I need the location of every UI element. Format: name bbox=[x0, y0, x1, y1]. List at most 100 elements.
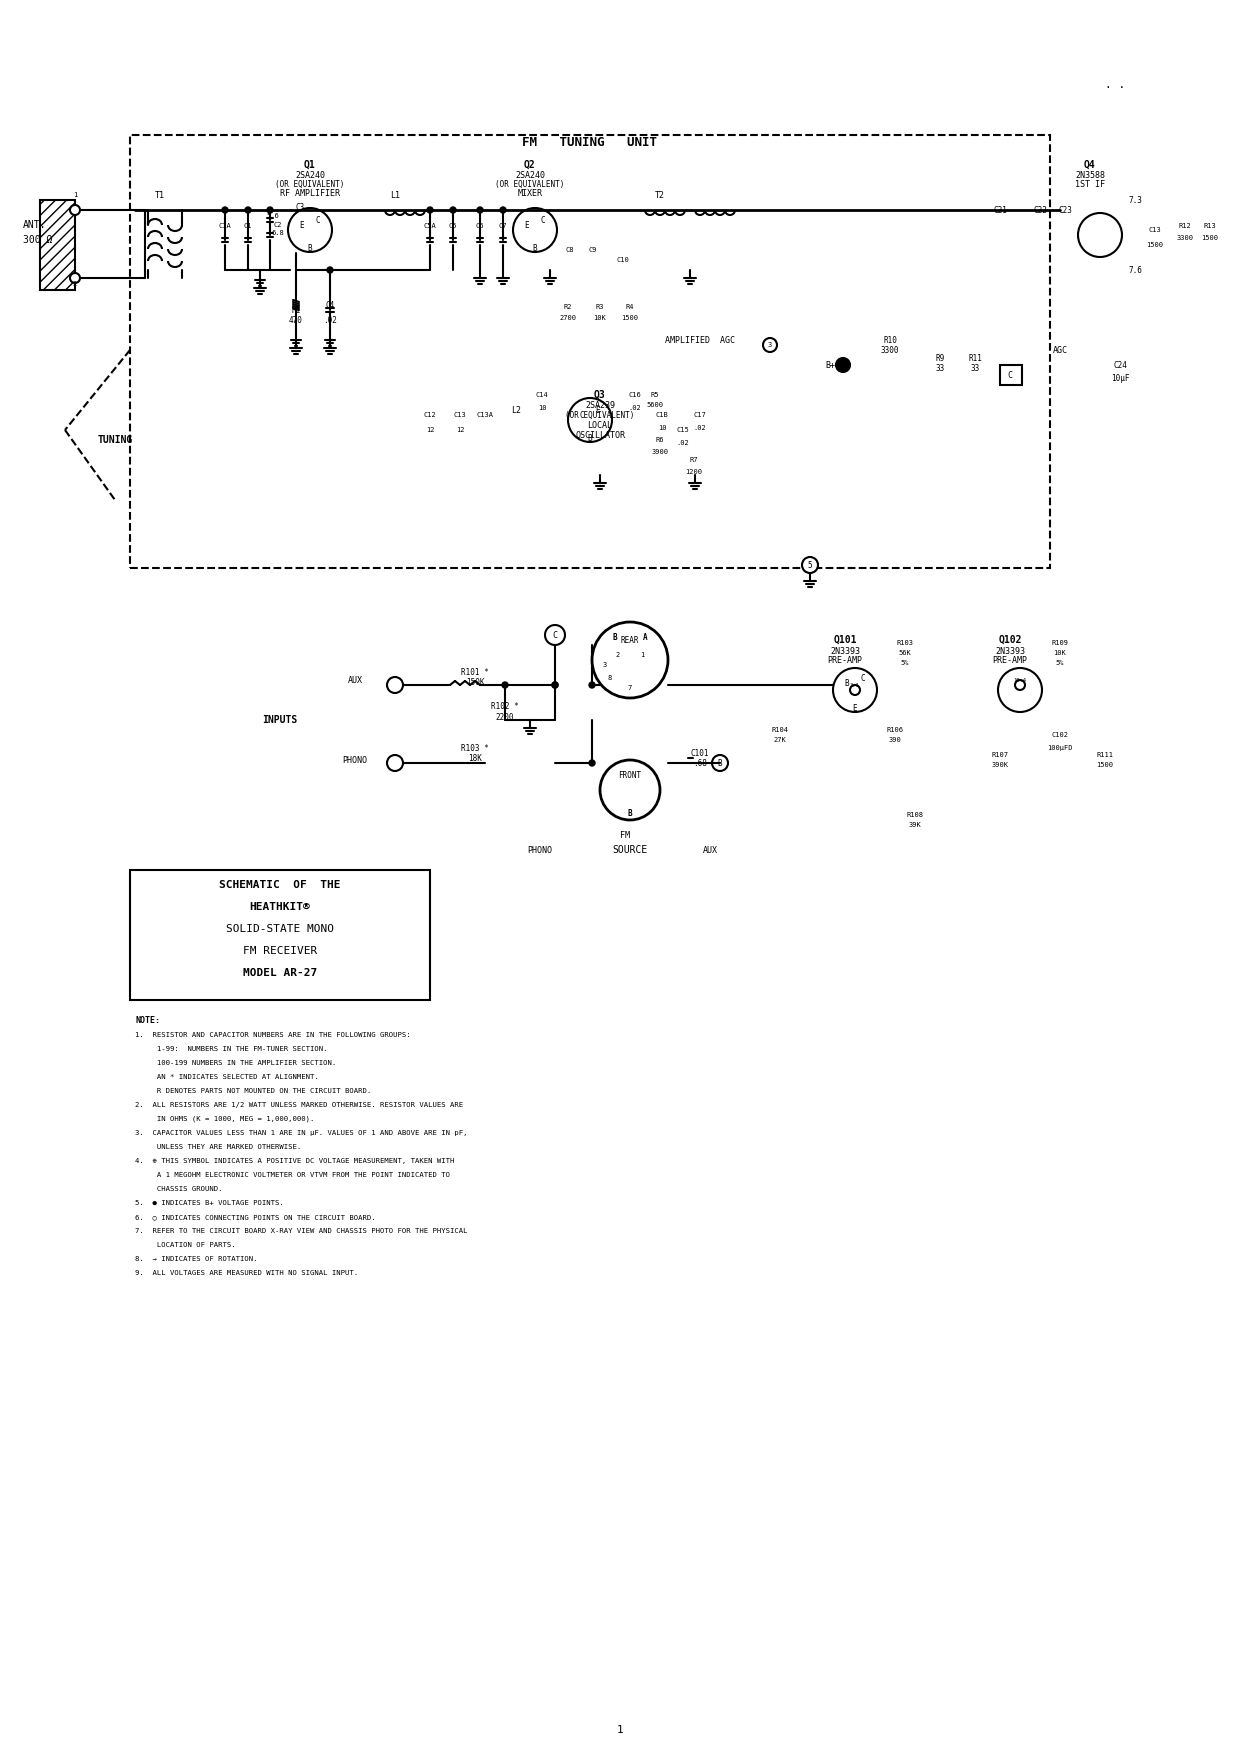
Text: R13: R13 bbox=[1204, 223, 1216, 228]
Text: 2.  ALL RESISTORS ARE 1/2 WATT UNLESS MARKED OTHERWISE. RESISTOR VALUES ARE: 2. ALL RESISTORS ARE 1/2 WATT UNLESS MAR… bbox=[135, 1102, 463, 1107]
Text: C7: C7 bbox=[498, 223, 507, 228]
Text: 2N3393: 2N3393 bbox=[830, 646, 861, 656]
Text: Q2: Q2 bbox=[525, 160, 536, 170]
Text: OSCILLATOR: OSCILLATOR bbox=[575, 430, 625, 439]
Circle shape bbox=[802, 556, 818, 572]
Text: FM RECEIVER: FM RECEIVER bbox=[243, 946, 317, 956]
Text: (OR EQUIVALENT): (OR EQUIVALENT) bbox=[495, 179, 564, 188]
Text: 150K: 150K bbox=[466, 677, 485, 686]
Text: 10K: 10K bbox=[1054, 649, 1066, 656]
Text: LOCAL: LOCAL bbox=[588, 421, 613, 430]
Text: FM: FM bbox=[620, 830, 630, 839]
Text: MODEL AR-27: MODEL AR-27 bbox=[243, 969, 317, 978]
Text: A 1 MEGOHM ELECTRONIC VOLTMETER OR VTVM FROM THE POINT INDICATED TO: A 1 MEGOHM ELECTRONIC VOLTMETER OR VTVM … bbox=[135, 1172, 450, 1178]
Text: 1-99:  NUMBERS IN THE FM-TUNER SECTION.: 1-99: NUMBERS IN THE FM-TUNER SECTION. bbox=[135, 1046, 327, 1051]
Bar bbox=[40, 200, 74, 290]
Text: C4: C4 bbox=[325, 300, 335, 309]
Text: R111: R111 bbox=[1096, 751, 1114, 758]
Text: 6.  ○ INDICATES CONNECTING POINTS ON THE CIRCUIT BOARD.: 6. ○ INDICATES CONNECTING POINTS ON THE … bbox=[135, 1214, 376, 1220]
Text: C24: C24 bbox=[1114, 360, 1127, 370]
Text: 12: 12 bbox=[456, 426, 464, 433]
Circle shape bbox=[222, 207, 228, 212]
Text: 56K: 56K bbox=[899, 649, 911, 656]
Circle shape bbox=[552, 683, 558, 688]
Text: 3900: 3900 bbox=[651, 449, 668, 455]
Text: R106: R106 bbox=[887, 727, 904, 734]
Text: REAR: REAR bbox=[621, 635, 640, 644]
Text: 2SA239: 2SA239 bbox=[585, 400, 615, 409]
Text: 10: 10 bbox=[538, 405, 547, 411]
Circle shape bbox=[427, 207, 433, 212]
Text: R109: R109 bbox=[1052, 641, 1069, 646]
Text: 3.1: 3.1 bbox=[851, 683, 859, 688]
Text: C6: C6 bbox=[476, 223, 485, 228]
Text: L1: L1 bbox=[391, 191, 401, 200]
Text: E: E bbox=[595, 405, 600, 414]
Text: 1: 1 bbox=[640, 653, 644, 658]
Text: R101 *: R101 * bbox=[461, 667, 489, 676]
Text: C17: C17 bbox=[693, 412, 707, 418]
Text: 7: 7 bbox=[627, 684, 632, 691]
Text: 7.  REFER TO THE CIRCUIT BOARD X-RAY VIEW AND CHASSIS PHOTO FOR THE PHYSICAL: 7. REFER TO THE CIRCUIT BOARD X-RAY VIEW… bbox=[135, 1228, 467, 1234]
Text: R12: R12 bbox=[1179, 223, 1192, 228]
Text: 3: 3 bbox=[768, 342, 773, 347]
Text: C10: C10 bbox=[616, 256, 630, 263]
Text: B: B bbox=[588, 433, 593, 442]
Circle shape bbox=[69, 274, 81, 283]
Text: (OR EQUIVALENT): (OR EQUIVALENT) bbox=[565, 411, 635, 419]
Circle shape bbox=[600, 760, 660, 820]
Text: 6.8: 6.8 bbox=[272, 230, 284, 235]
Circle shape bbox=[763, 339, 777, 353]
Text: C: C bbox=[316, 216, 320, 225]
Text: 33: 33 bbox=[971, 363, 980, 372]
Text: (OR EQUIVALENT): (OR EQUIVALENT) bbox=[275, 179, 345, 188]
Text: E: E bbox=[525, 221, 529, 230]
Text: R9: R9 bbox=[935, 353, 945, 363]
Text: C15: C15 bbox=[677, 426, 689, 433]
Circle shape bbox=[69, 205, 81, 216]
Text: AUX: AUX bbox=[703, 846, 718, 855]
Text: R2: R2 bbox=[564, 304, 572, 311]
Text: C: C bbox=[861, 674, 866, 683]
Text: C23: C23 bbox=[1058, 205, 1071, 214]
Circle shape bbox=[1078, 212, 1122, 256]
Bar bbox=[999, 365, 1022, 384]
Circle shape bbox=[712, 755, 728, 770]
Text: 18K: 18K bbox=[467, 753, 482, 762]
Text: R107: R107 bbox=[992, 751, 1008, 758]
Text: T2: T2 bbox=[655, 191, 665, 200]
Text: AUX: AUX bbox=[347, 676, 362, 684]
Text: 1500: 1500 bbox=[1202, 235, 1219, 240]
Text: R5: R5 bbox=[651, 391, 660, 398]
Text: Q101: Q101 bbox=[833, 635, 857, 646]
Text: B+: B+ bbox=[825, 360, 835, 370]
Text: NOTE:: NOTE: bbox=[135, 1016, 160, 1025]
Text: 4.  ⊕ THIS SYMBOL INDICATES A POSITIVE DC VOLTAGE MEASUREMENT, TAKEN WITH: 4. ⊕ THIS SYMBOL INDICATES A POSITIVE DC… bbox=[135, 1158, 454, 1164]
Text: R102 *: R102 * bbox=[491, 702, 518, 711]
Text: 39K: 39K bbox=[909, 821, 921, 828]
Text: 10μF: 10μF bbox=[1111, 374, 1130, 383]
Text: A: A bbox=[642, 632, 647, 642]
Text: 7.6: 7.6 bbox=[1128, 265, 1142, 274]
Text: 8.  → INDICATES OF ROTATION.: 8. → INDICATES OF ROTATION. bbox=[135, 1257, 258, 1262]
Text: B: B bbox=[627, 809, 632, 818]
Text: C1: C1 bbox=[244, 223, 252, 228]
Text: C13: C13 bbox=[454, 412, 466, 418]
Text: R3: R3 bbox=[595, 304, 604, 311]
Text: E: E bbox=[300, 221, 304, 230]
Text: 27K: 27K bbox=[774, 737, 786, 742]
Text: 2: 2 bbox=[616, 653, 620, 658]
Text: 1200: 1200 bbox=[686, 469, 703, 476]
Text: 3.  CAPACITOR VALUES LESS THAN 1 ARE IN μF. VALUES OF 1 AND ABOVE ARE IN pF,: 3. CAPACITOR VALUES LESS THAN 1 ARE IN μ… bbox=[135, 1130, 467, 1135]
Text: .02: .02 bbox=[677, 441, 689, 446]
Text: PHONO: PHONO bbox=[342, 755, 367, 765]
Circle shape bbox=[546, 625, 565, 646]
Text: R6: R6 bbox=[656, 437, 665, 442]
Text: SOURCE: SOURCE bbox=[613, 844, 647, 855]
Text: R104: R104 bbox=[771, 727, 789, 734]
Text: 1ST IF: 1ST IF bbox=[1075, 179, 1105, 188]
Circle shape bbox=[387, 755, 403, 770]
Text: B: B bbox=[844, 679, 849, 688]
Text: Q1: Q1 bbox=[304, 160, 316, 170]
Text: ANT.: ANT. bbox=[24, 219, 47, 230]
